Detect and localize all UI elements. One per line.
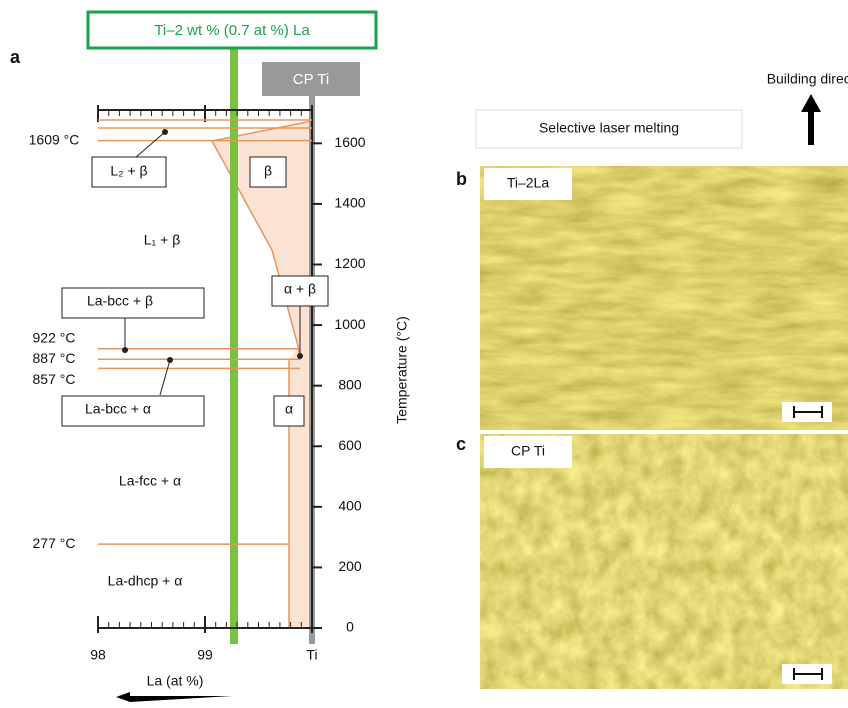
figure: Selective laser melting Building directi… (0, 0, 848, 703)
y-tick-label: 600 (338, 437, 362, 453)
x-arrow (116, 692, 232, 702)
y-tick-label: 1400 (334, 195, 365, 211)
x-tick-label: 99 (197, 647, 213, 663)
isotherm-label: 887 °C (33, 350, 76, 366)
marker-dot (162, 129, 168, 135)
marker-dot (297, 353, 303, 359)
phase-label: La-fcc + α (119, 473, 181, 489)
panel-title: CP Ti (511, 443, 545, 459)
y-tick-label: 400 (338, 498, 362, 514)
phase-label: β (264, 163, 272, 179)
isotherm-label: 857 °C (33, 371, 76, 387)
phase-label: La-dhcp + α (108, 573, 183, 589)
phase-label: L₁ + β (144, 232, 181, 248)
alloy-line (230, 40, 238, 644)
phase-label: La-bcc + β (87, 293, 153, 309)
y-tick-label: 0 (346, 619, 354, 635)
y-axis-label: Temperature (°C) (394, 316, 410, 424)
y-tick-label: 1600 (334, 134, 365, 150)
micrograph-c (480, 434, 848, 689)
beta-region (212, 121, 312, 628)
leader (160, 360, 170, 395)
panel-label: b (456, 169, 467, 189)
panel-label: c (456, 434, 466, 454)
isotherm-label: 1609 °C (29, 131, 80, 147)
phase-label: α + β (284, 281, 316, 297)
phase-label: α (285, 401, 293, 417)
phase-label: L₂ + β (110, 163, 147, 179)
process-label: Selective laser melting (539, 120, 679, 136)
y-tick-label: 1200 (334, 255, 365, 271)
y-tick-label: 800 (338, 376, 362, 392)
build-arrow (801, 94, 821, 145)
marker-dot (167, 357, 173, 363)
cp-ti-label: CP Ti (293, 71, 329, 88)
y-tick-label: 200 (338, 558, 362, 574)
y-tick-label: 1000 (334, 316, 365, 332)
x-tick-label: Ti (306, 647, 317, 663)
marker-dot (122, 347, 128, 353)
x-axis-label: La (at %) (147, 673, 204, 689)
panel-title: Ti–2La (507, 175, 550, 191)
leader (135, 132, 165, 158)
phase-label: La-bcc + α (85, 401, 151, 417)
building-direction: Building direction (767, 71, 848, 87)
micrograph-b (480, 166, 848, 430)
isotherm-label: 277 °C (33, 535, 76, 551)
x-tick-label: 98 (90, 647, 106, 663)
isotherm-label: 922 °C (33, 329, 76, 345)
panel-label: a (10, 47, 21, 67)
alloy-label: Ti–2 wt % (0.7 at %) La (154, 22, 310, 39)
